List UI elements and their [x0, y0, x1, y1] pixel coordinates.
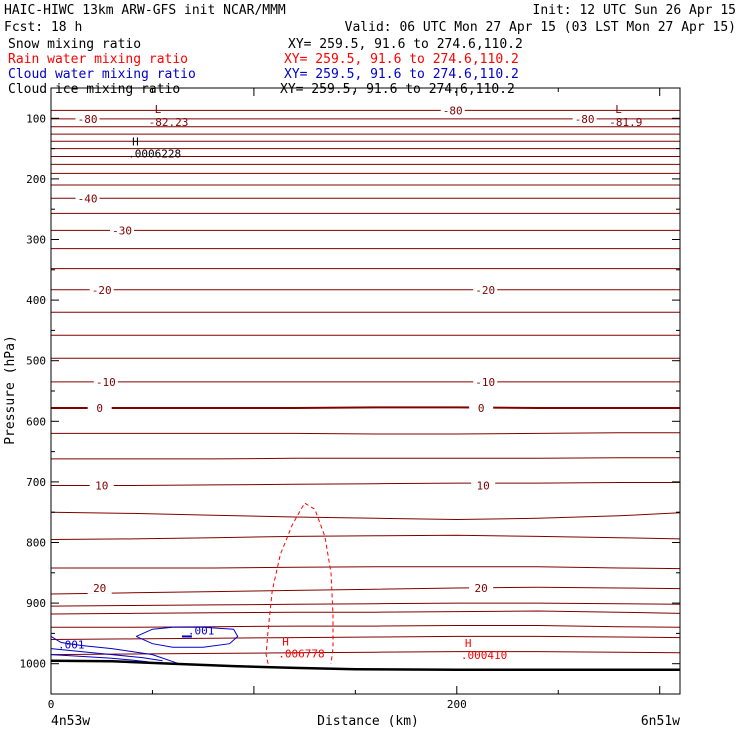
contour-label-bg	[471, 479, 496, 492]
figure-title: HAIC-HIWC 13km ARW-GFS init NCAR/MMM	[4, 3, 286, 18]
contour-label-bg	[469, 581, 494, 594]
rain-extremum-value: .000410	[461, 649, 507, 662]
temperature-contour	[51, 406, 680, 409]
temperature-contour-label: -80	[78, 113, 98, 126]
contour-label-bg	[473, 283, 498, 296]
temperature-contour	[51, 625, 681, 628]
y-tick-label: 200	[26, 173, 46, 186]
valid-time: Valid: 06 UTC Mon 27 Apr 15 (03 LST Mon …	[345, 20, 736, 35]
field-name-cloud-water: Cloud water mixing ratio	[8, 67, 196, 82]
figure-header: HAIC-HIWC 13km ARW-GFS init NCAR/MMM Ini…	[4, 3, 736, 97]
init-time: Init: 12 UTC Sun 26 Apr 15	[533, 3, 737, 18]
temperature-contour-label: 10	[95, 480, 108, 493]
y-axis-label: Pressure (hPa)	[3, 335, 18, 445]
cloud-water-contour-label: .001	[188, 624, 215, 637]
contour-label-bg	[75, 192, 100, 205]
contour-label-bg	[572, 112, 597, 125]
y-tick-label: 1000	[20, 658, 47, 671]
temperature-contour	[50, 602, 681, 607]
temperature-contour-label: -40	[78, 192, 98, 205]
contour-label-bg	[440, 104, 465, 117]
contour-label-bg	[89, 283, 114, 296]
temperature-contour-label: 0	[478, 402, 485, 415]
temperature-contour	[50, 534, 681, 540]
temperature-contour	[50, 586, 681, 595]
terrain-line	[50, 659, 680, 672]
endpoint-left: 4n53w	[51, 714, 90, 729]
endpoint-right: 6n51w	[641, 714, 680, 729]
rain-extremum-kind: H	[465, 637, 472, 650]
y-tick-label: 600	[26, 415, 46, 428]
field-xy-cloud-water: XY= 259.5, 91.6 to 274.6,110.2	[284, 67, 519, 82]
rain-water-contour	[265, 502, 334, 664]
temperature-extremum-value: -81.9	[609, 116, 642, 129]
contour-label-bg	[93, 375, 118, 388]
temperature-contour-label: -10	[96, 376, 116, 389]
y-tick-label: 400	[26, 294, 46, 307]
temperature-extremum-kind: L	[615, 103, 622, 116]
contour-label-bg	[89, 479, 114, 492]
contour-label-bg	[473, 375, 498, 388]
cloud-water-contour	[50, 654, 149, 663]
cloud-water-contour	[135, 626, 239, 648]
y-tick-label: 700	[26, 476, 46, 489]
x-tick-label: 200	[447, 698, 467, 711]
field-xy-rain: XY= 259.5, 91.6 to 274.6,110.2	[284, 52, 519, 67]
cloud-water-contour-label: .001	[58, 638, 85, 651]
field-xy-cloud-ice: XY= 259.5, 91.6 to 274.6,110.2	[280, 82, 515, 97]
temperature-contour-label: 0	[96, 402, 103, 415]
contour-label-bg	[87, 401, 112, 414]
contour-label-bg	[87, 581, 112, 594]
snow-extremum-value: .0006228	[128, 148, 181, 161]
x-axis-label: Distance (km)	[317, 714, 419, 729]
y-tick-label: 800	[26, 537, 46, 550]
forecast-hour: Fcst: 18 h	[4, 20, 82, 35]
field-name-cloud-ice: Cloud ice mixing ratio	[8, 82, 180, 97]
temperature-extremum-kind: L	[155, 103, 162, 116]
y-tick-label: 900	[26, 597, 46, 610]
temperature-contour-label: -10	[475, 376, 495, 389]
temperature-contour-label: -80	[443, 104, 463, 117]
field-name-rain: Rain water mixing ratio	[8, 52, 188, 67]
temperature-contour-label: -20	[92, 284, 112, 297]
temperature-contour	[51, 432, 680, 435]
temperature-contour	[50, 511, 681, 521]
x-tick-label: 0	[48, 698, 55, 711]
temperature-contour	[50, 635, 681, 640]
temperature-extremum-value: -82.23	[149, 116, 189, 129]
contour-label-bg	[75, 112, 100, 125]
temperature-contour	[51, 566, 681, 570]
cloud-water-contour	[50, 635, 179, 665]
temperature-contour-label: 20	[475, 582, 488, 595]
temperature-contour-label: -20	[475, 284, 495, 297]
temperature-contour	[50, 651, 681, 656]
temperature-contour	[51, 482, 680, 486]
y-tick-label: 300	[26, 234, 46, 247]
field-name-snow: Snow mixing ratio	[8, 37, 141, 52]
snow-extremum-kind: H	[132, 136, 139, 149]
temperature-contour-label: 20	[93, 582, 106, 595]
temperature-contour-label: -80	[575, 113, 595, 126]
rain-extremum-value: .006778	[278, 648, 324, 661]
y-tick-label: 500	[26, 355, 46, 368]
temperature-contour	[51, 457, 680, 460]
y-tick-label: 100	[26, 112, 46, 125]
contour-label-bg	[469, 401, 494, 414]
temperature-contour-label: -30	[112, 224, 132, 237]
temperature-contour	[50, 610, 681, 615]
cloud-water-contour	[50, 648, 163, 662]
field-xy-snow: XY= 259.5, 91.6 to 274.6,110.2	[288, 37, 523, 52]
rain-extremum-kind: H	[282, 636, 289, 649]
temperature-contour-label: 10	[477, 480, 490, 493]
contour-label-bg	[110, 224, 135, 237]
